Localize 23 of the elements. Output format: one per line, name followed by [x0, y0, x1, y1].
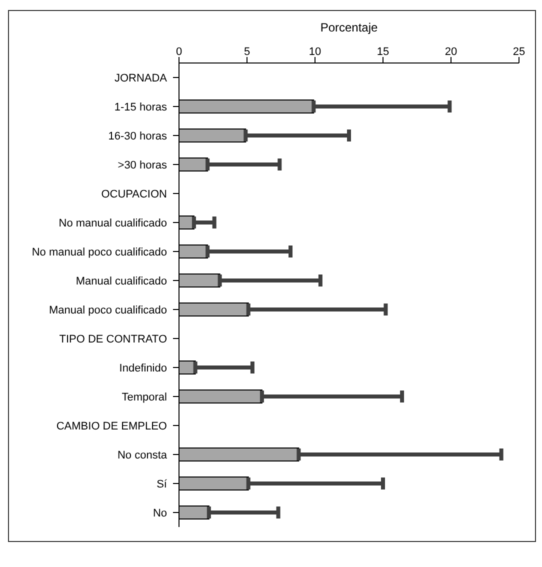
y-tick-label: No consta — [117, 450, 168, 462]
x-tick-label: 20 — [444, 46, 458, 58]
y-tick-label: No manual cualificado — [58, 218, 167, 230]
y-tick-label: JORNADA — [114, 72, 168, 84]
y-tick-label: Temporal — [122, 392, 167, 404]
x-tick-label: 5 — [244, 46, 250, 58]
x-tick-label: 0 — [176, 46, 182, 58]
y-tick-label: No manual poco cualificado — [32, 246, 167, 258]
y-tick-label: CAMBIO DE EMPLEO — [56, 420, 168, 432]
x-tick-label: 25 — [512, 46, 526, 58]
y-tick-label: Indefinido — [119, 362, 167, 374]
y-tick-label: Manual poco cualificado — [48, 304, 167, 316]
y-tick-label: Sí — [156, 478, 168, 490]
y-tick-label: No — [152, 508, 167, 520]
y-tick-label: Manual cualificado — [76, 276, 167, 288]
y-tick-label: 16-30 horas — [108, 130, 168, 142]
x-tick-label: 15 — [376, 46, 390, 58]
y-tick-label: OCUPACION — [101, 188, 168, 200]
y-tick-label: >30 horas — [118, 160, 168, 172]
y-tick-label: TIPO DE CONTRATO — [59, 334, 168, 346]
x-tick-label: 10 — [308, 46, 322, 58]
x-axis-title: Porcentaje — [320, 20, 378, 35]
y-tick-label: 1-15 horas — [114, 102, 168, 114]
